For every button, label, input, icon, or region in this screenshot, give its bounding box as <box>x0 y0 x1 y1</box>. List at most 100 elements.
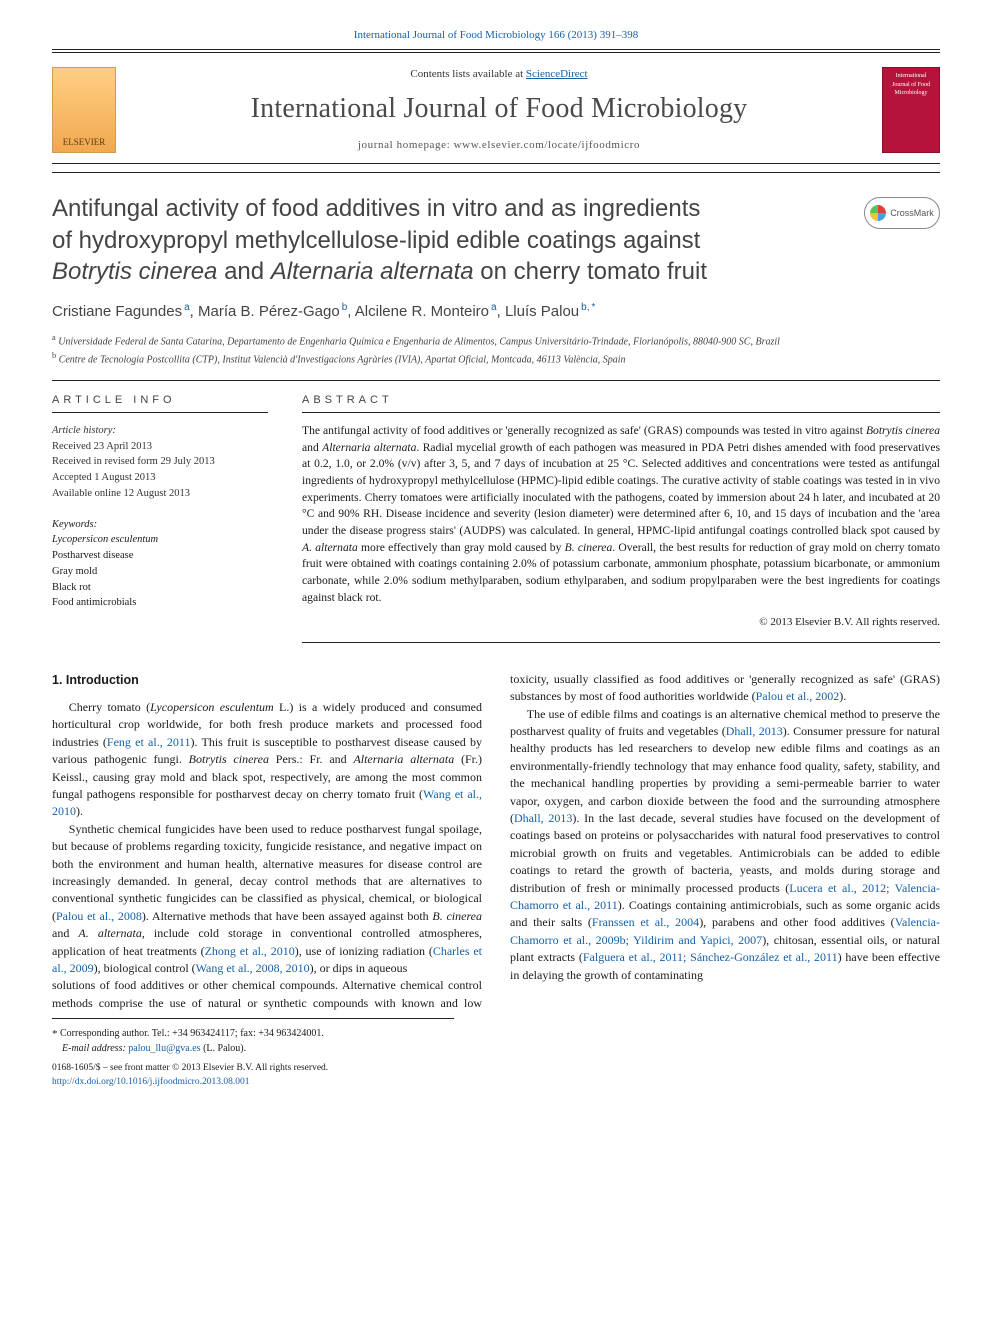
intro-p2g: ), use of ionizing radiation ( <box>295 944 433 958</box>
footnote-rule <box>52 1018 454 1019</box>
abstract-underline <box>302 412 940 413</box>
footnote-corr: Corresponding author. Tel.: +34 96342411… <box>60 1028 324 1039</box>
intro-p4e: ), parabens and other food additives ( <box>699 915 895 929</box>
cover-caption: International Journal of Food Microbiolo… <box>887 72 935 97</box>
intro-p1b: Lycopersicon esculentum <box>150 700 274 714</box>
abs-1g: more effectively than gray mold caused b… <box>358 541 565 554</box>
ref-dhall-2013b[interactable]: Dhall, 2013 <box>514 811 572 825</box>
doi-link[interactable]: http://dx.doi.org/10.1016/j.ijfoodmicro.… <box>52 1077 249 1087</box>
ref-zhong-2010[interactable]: Zhong et al., 2010 <box>205 944 295 958</box>
article-info-column: article info Article history: Received 2… <box>52 393 268 643</box>
elsevier-label: ELSEVIER <box>63 136 106 149</box>
hist-label: Article history: <box>52 423 268 439</box>
authors: Cristiane Fagundesa, María B. Pérez-Gago… <box>52 301 940 322</box>
abstract-copyright: © 2013 Elsevier B.V. All rights reserved… <box>302 615 940 630</box>
journal-running-head: International Journal of Food Microbiolo… <box>52 28 940 43</box>
footnote-email-who: (L. Palou). <box>203 1043 246 1054</box>
info-abstract-row: article info Article history: Received 2… <box>52 393 940 643</box>
footnotes: * Corresponding author. Tel.: +34 963424… <box>52 1027 454 1056</box>
kw-4: Food antimicrobials <box>52 595 268 611</box>
intro-p2c: B. cinerea <box>432 909 482 923</box>
journal-cover-thumb: International Journal of Food Microbiolo… <box>882 67 940 153</box>
intro-p2d: and <box>52 926 78 940</box>
ref-falguera-sanchez[interactable]: Falguera et al., 2011; Sánchez-González … <box>583 950 838 964</box>
title-line-2: of hydroxypropyl methylcellulose-lipid e… <box>52 227 700 254</box>
abs-1b: Botrytis cinerea <box>866 424 940 437</box>
keywords-list: Lycopersicon esculentum Postharvest dise… <box>52 532 268 611</box>
masthead-center: Contents lists available at ScienceDirec… <box>132 67 866 153</box>
title-and: and <box>217 258 270 285</box>
journal-homepage: journal homepage: www.elsevier.com/locat… <box>358 138 640 153</box>
abs-1f: A. alternata <box>302 541 358 554</box>
issn-line: 0168-1605/$ – see front matter © 2013 El… <box>52 1062 940 1076</box>
abstract-column: abstract The antifungal activity of food… <box>302 393 940 643</box>
journal-ref: International Journal of Food Microbiolo… <box>354 29 546 41</box>
author-1-aff: a <box>182 302 190 313</box>
kw-0: Lycopersicon esculentum <box>52 532 268 548</box>
intro-p2: Synthetic chemical fungicides have been … <box>52 821 482 978</box>
author-1: Cristiane Fagundes <box>52 303 182 320</box>
footnote-email-label: E-mail address: <box>62 1043 126 1054</box>
intro-p1: Cherry tomato (Lycopersicon esculentum L… <box>52 699 482 821</box>
abstract-head: abstract <box>302 393 940 408</box>
author-4: Lluís Palou <box>505 303 579 320</box>
rule-header <box>52 172 940 173</box>
kw-1: Postharvest disease <box>52 548 268 564</box>
rule-under-abstract <box>302 642 940 643</box>
intro-p2e: A. alternata <box>78 926 141 940</box>
sciencedirect-link[interactable]: ScienceDirect <box>526 68 588 80</box>
title-line-1: Antifungal activity of food additives in… <box>52 195 700 222</box>
intro-p3b: ). <box>839 689 846 703</box>
intro-p1a: Cherry tomato ( <box>69 700 150 714</box>
intro-p2b: ). Alternative methods that have been as… <box>142 909 433 923</box>
author-3-aff: a <box>489 302 497 313</box>
kw-2: Gray mold <box>52 564 268 580</box>
abs-1d: Alternaria alternata <box>322 441 416 454</box>
author-corr-star: * <box>590 302 596 313</box>
author-3: Alcilene R. Monteiro <box>355 303 489 320</box>
rule-masthead <box>52 163 940 164</box>
masthead: ELSEVIER Contents lists available at Sci… <box>52 53 940 163</box>
intro-p1e: Botrytis cinerea <box>189 752 269 766</box>
keywords-label: Keywords: <box>52 518 268 533</box>
intro-p1g: Alternaria alternata <box>353 752 454 766</box>
ref-wang-2008-2010[interactable]: Wang et al., 2008, 2010 <box>196 961 310 975</box>
abs-1h: B. cinerea <box>565 541 613 554</box>
kw-3: Black rot <box>52 580 268 596</box>
contents-prefix: Contents lists available at <box>410 68 525 80</box>
affil-b: Centre de Tecnologia Postcollita (CTP), … <box>59 354 626 365</box>
ref-franssen-2004[interactable]: Franssen et al., 2004 <box>592 915 699 929</box>
ref-palou-2008[interactable]: Palou et al., 2008 <box>56 909 142 923</box>
front-matter: 0168-1605/$ – see front matter © 2013 El… <box>52 1062 940 1090</box>
ref-dhall-2013a[interactable]: Dhall, 2013 <box>726 724 783 738</box>
abs-1a: The antifungal activity of food additive… <box>302 424 866 437</box>
intro-p2h: ), biological control ( <box>94 961 196 975</box>
title-italic-2: Alternaria alternata <box>271 258 474 285</box>
author-4-aff: b, <box>579 302 589 313</box>
article-history: Article history: Received 23 April 2013 … <box>52 423 268 502</box>
intro-p4b: ). Consumer pressure for natural healthy… <box>510 724 940 825</box>
intro-p1i: ). <box>76 804 83 818</box>
hist-received: Received 23 April 2013 <box>52 439 268 455</box>
hist-revised: Received in revised form 29 July 2013 <box>52 454 268 470</box>
intro-p2a: Synthetic chemical fungicides have been … <box>52 822 482 923</box>
body-columns: 1. Introduction Cherry tomato (Lycopersi… <box>52 671 940 1012</box>
journal-title: International Journal of Food Microbiolo… <box>251 89 748 128</box>
ref-feng-2011[interactable]: Feng et al., 2011 <box>107 735 191 749</box>
title-tail: on cherry tomato fruit <box>474 258 707 285</box>
contents-line: Contents lists available at ScienceDirec… <box>410 67 587 82</box>
affiliations: a Universidade Federal de Santa Catarina… <box>52 332 940 368</box>
article-title: Antifungal activity of food additives in… <box>52 193 846 287</box>
abs-1e: . Radial mycelial growth of each pathoge… <box>302 441 940 537</box>
intro-p4: The use of edible films and coatings is … <box>510 706 940 984</box>
intro-p2i: ), or dips in aqueous <box>310 961 408 975</box>
title-italic-1: Botrytis cinerea <box>52 258 217 285</box>
crossmark-badge[interactable]: CrossMark <box>864 197 940 229</box>
elsevier-logo: ELSEVIER <box>52 67 116 153</box>
footnote-email[interactable]: palou_llu@gva.es <box>128 1043 200 1054</box>
article-info-head: article info <box>52 393 268 408</box>
crossmark-label: CrossMark <box>890 207 934 220</box>
abs-1c: and <box>302 441 322 454</box>
author-2: María B. Pérez-Gago <box>198 303 340 320</box>
ref-palou-2002[interactable]: Palou et al., 2002 <box>756 689 840 703</box>
